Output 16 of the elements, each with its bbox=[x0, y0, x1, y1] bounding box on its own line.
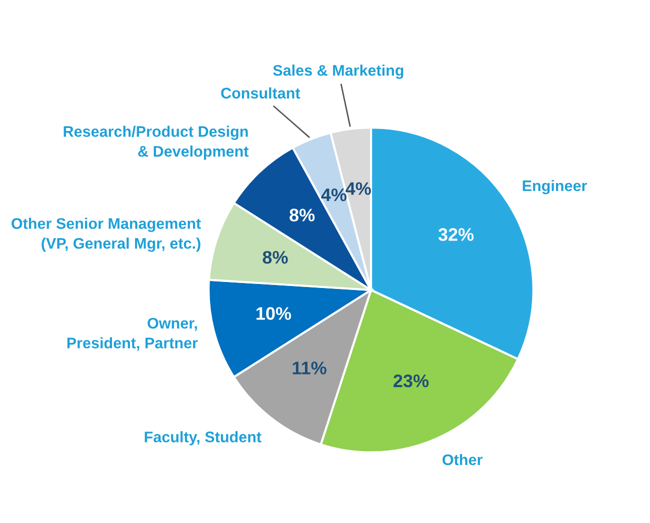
data-label: 23% bbox=[394, 374, 429, 388]
slice-label: Research/Product Design & Development bbox=[64, 126, 249, 160]
slice-label: Other Senior Management (VP, General Mgr, etc.) bbox=[12, 218, 201, 252]
data-label: 8% bbox=[262, 250, 288, 264]
data-label: 32% bbox=[438, 228, 474, 241]
slice-label: Other bbox=[442, 454, 482, 466]
data-label: 10% bbox=[256, 307, 292, 320]
slice-label: Sales & Marketing bbox=[273, 64, 404, 79]
data-label: 4% bbox=[321, 188, 347, 202]
data-label: 11% bbox=[292, 362, 326, 374]
data-label: 8% bbox=[290, 208, 315, 222]
slice-label: Faculty, Student bbox=[144, 431, 262, 446]
slice-label: Owner, President, Partner bbox=[67, 318, 198, 351]
slice-label: Engineer bbox=[522, 180, 587, 194]
data-label: 4% bbox=[346, 182, 371, 195]
slice-label: Consultant bbox=[221, 87, 300, 99]
